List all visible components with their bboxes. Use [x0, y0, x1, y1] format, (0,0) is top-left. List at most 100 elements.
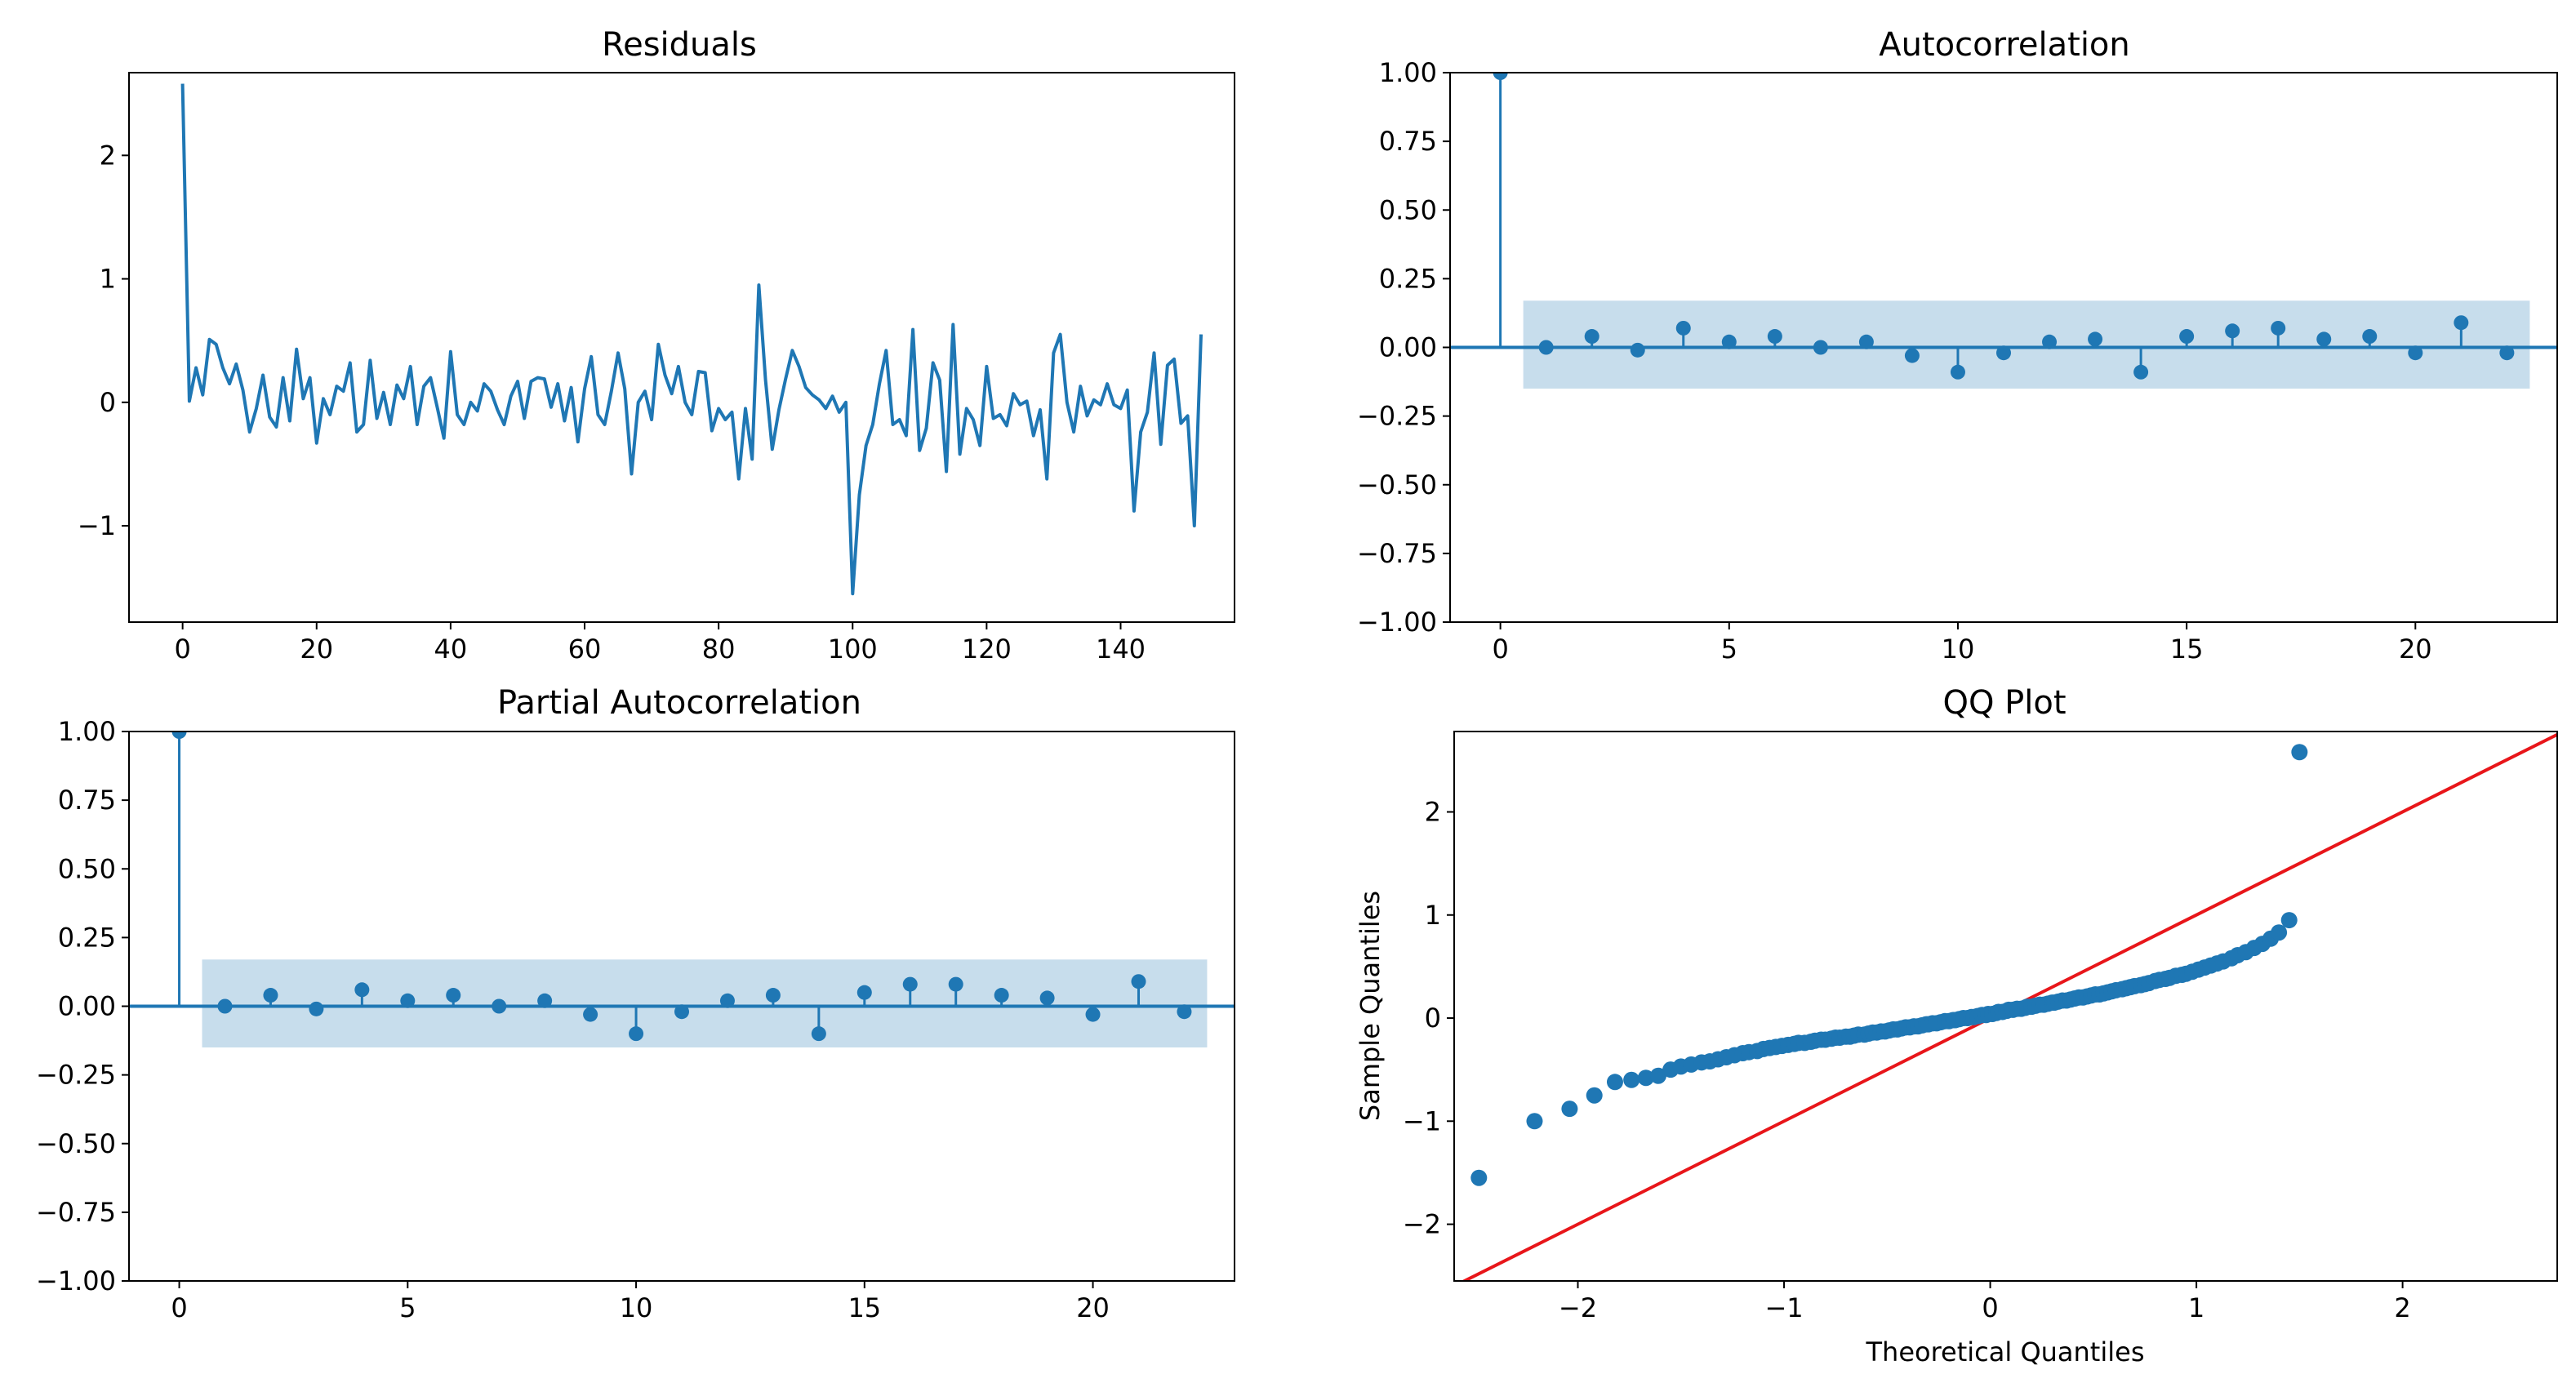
residuals-ytick-label: 2 — [100, 140, 116, 171]
acf-point — [2042, 334, 2058, 349]
acf-ytick-label: 0.75 — [1379, 126, 1437, 157]
pacf-ytick-label: 0.25 — [58, 922, 116, 953]
qq-point — [1637, 1069, 1654, 1087]
qq-point — [2378, 0, 2394, 8]
residuals-xtick-label: 40 — [434, 634, 468, 665]
residuals-panel: Residuals 0 20 40 60 80 100 120 140 −1 0 1 2 — [78, 26, 1235, 665]
pacf-ytick-label: 0.75 — [58, 785, 116, 816]
qq-point — [2302, 0, 2318, 8]
residuals-title: Residuals — [602, 26, 757, 64]
qq-point — [2357, 0, 2374, 8]
pacf-ytick-label: −0.75 — [36, 1197, 116, 1228]
acf-point — [2271, 320, 2286, 336]
acf-ytick-label: 1.00 — [1379, 57, 1437, 88]
pacf-point — [948, 976, 963, 992]
pacf-point — [583, 1007, 598, 1022]
acf-xtick-label: 20 — [2399, 634, 2432, 665]
acf-point — [2408, 345, 2423, 361]
acf-point — [2088, 331, 2103, 347]
qq-ytick-label: −2 — [1403, 1209, 1441, 1240]
acf-ytick-label: −0.50 — [1357, 469, 1437, 500]
qq-plot-area — [1461, 0, 2557, 1281]
pacf-xtick-label: 0 — [171, 1292, 187, 1323]
residuals-series-line — [180, 83, 1203, 596]
acf-point — [1675, 320, 1691, 336]
acf-xtick-label: 0 — [1492, 634, 1508, 665]
qq-point — [2271, 924, 2288, 941]
pacf-ytick-label: −0.25 — [36, 1060, 116, 1091]
qq-ytick-label: 2 — [1425, 796, 1441, 827]
pacf-point — [765, 988, 781, 1003]
acf-ytick-label: −0.75 — [1357, 538, 1437, 569]
qq-xtick-label: 1 — [2188, 1292, 2205, 1323]
acf-xtick-label: 10 — [1942, 634, 1975, 665]
pacf-point — [1085, 1007, 1101, 1022]
acf-ytick-label: 0.25 — [1379, 263, 1437, 294]
pacf-ytick-label: −1.00 — [36, 1265, 116, 1296]
qq-point — [2291, 744, 2308, 761]
pacf-point — [537, 993, 553, 1008]
qq-title: QQ Plot — [1942, 684, 2066, 722]
pacf-ytick-label: 0.50 — [58, 853, 116, 884]
residuals-ytick-label: 0 — [100, 387, 116, 418]
pacf-point — [354, 982, 370, 998]
acf-ytick-label: 0.50 — [1379, 194, 1437, 225]
acf-point — [2225, 323, 2240, 339]
qq-point — [1526, 1113, 1543, 1130]
pacf-confidence-band — [202, 959, 1208, 1047]
pacf-ytick-label: 1.00 — [58, 716, 116, 747]
qq-panel: QQ Plot −2 −1 0 1 2 −2 −1 0 1 2 Theoretical Quant… — [1355, 0, 2558, 1367]
acf-title: Autocorrelation — [1879, 26, 2130, 64]
acf-ytick-label: −1.00 — [1357, 607, 1437, 638]
qq-xlabel: Theoretical Quantiles — [1866, 1336, 2145, 1367]
acf-point — [2499, 345, 2515, 361]
pacf-plot-area — [129, 732, 1235, 1047]
pacf-point — [171, 732, 187, 739]
acf-point — [1538, 340, 1554, 355]
pacf-point — [492, 998, 507, 1014]
residuals-axes-frame — [128, 72, 1235, 623]
pacf-point — [719, 993, 735, 1008]
acf-point — [1767, 329, 1782, 345]
acf-confidence-band — [1523, 300, 2530, 389]
acf-point — [1493, 73, 1508, 80]
qq-point — [2438, 0, 2454, 8]
qq-point — [2326, 0, 2342, 8]
acf-point — [1813, 340, 1828, 355]
qq-ticks: −2 −1 0 1 2 −2 −1 0 1 2 — [1403, 796, 2411, 1323]
pacf-point — [263, 988, 278, 1003]
qq-point — [1470, 1169, 1488, 1186]
acf-ytick-label: −0.25 — [1357, 401, 1437, 432]
pacf-xtick-label: 15 — [848, 1292, 881, 1323]
pacf-point — [1177, 1004, 1192, 1020]
pacf-point — [902, 976, 918, 992]
pacf-point — [446, 988, 461, 1003]
acf-point — [2362, 329, 2378, 345]
acf-point — [1858, 334, 1874, 349]
residuals-xtick-label: 80 — [702, 634, 736, 665]
residuals-xtick-label: 100 — [828, 634, 878, 665]
pacf-ytick-label: 0.00 — [58, 991, 116, 1022]
residuals-ytick-label: 1 — [100, 264, 116, 295]
residuals-xtick-label: 140 — [1096, 634, 1146, 665]
residuals-plot-area — [180, 83, 1203, 596]
qq-point — [2403, 0, 2419, 8]
acf-point — [1584, 329, 1599, 345]
qq-xtick-label: 0 — [1982, 1292, 1998, 1323]
acf-point — [2316, 331, 2332, 347]
acf-point — [2454, 315, 2469, 331]
pacf-panel: Partial Autocorrelation 0 5 10 15 20 −1.00 −0.… — [36, 684, 1235, 1323]
pacf-point — [994, 988, 1009, 1003]
pacf-xtick-label: 5 — [399, 1292, 416, 1323]
acf-point — [1630, 342, 1645, 358]
qq-ytick-label: 0 — [1425, 1003, 1441, 1034]
qq-xtick-label: −1 — [1764, 1292, 1803, 1323]
qq-ytick-label: 1 — [1425, 900, 1441, 931]
qq-point — [2494, 0, 2510, 8]
qq-point — [1561, 1101, 1578, 1118]
acf-point — [1904, 348, 1920, 363]
qq-point — [2341, 0, 2357, 8]
qq-axes-frame — [1453, 731, 2558, 1282]
pacf-point — [629, 1026, 644, 1042]
